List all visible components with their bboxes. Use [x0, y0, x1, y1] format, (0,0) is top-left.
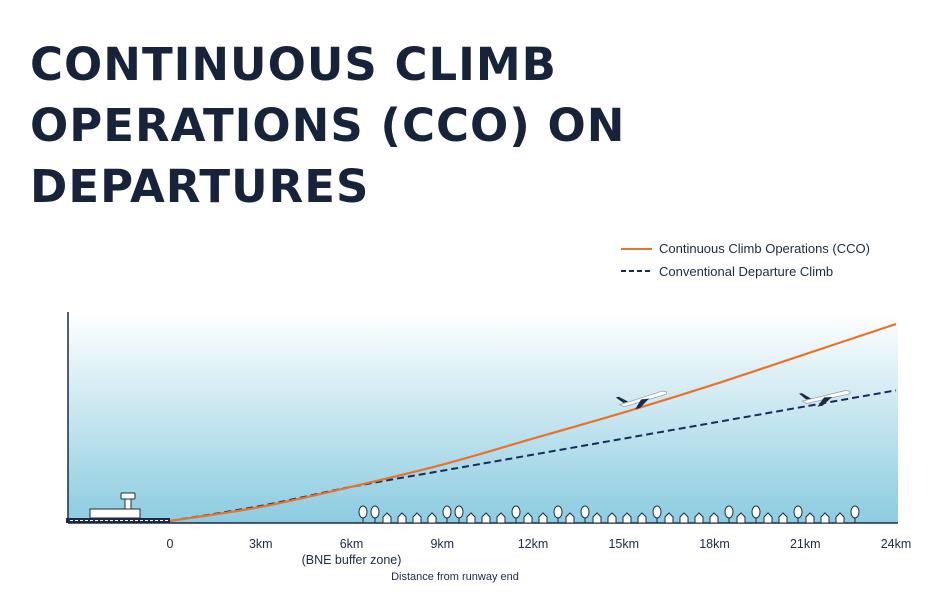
x-tick-label: 6km	[340, 537, 364, 551]
x-tick-label: 3km	[249, 537, 273, 551]
house-icon	[820, 512, 830, 524]
airport-terminal-icon	[89, 492, 141, 519]
house-icon	[622, 512, 632, 524]
house-icon	[736, 512, 746, 524]
x-tick-label: 12km	[518, 537, 549, 551]
tree-icon	[850, 505, 860, 523]
house-icon	[397, 512, 407, 524]
house-icon	[496, 512, 506, 524]
x-axis-label: Distance from runway end	[391, 571, 519, 583]
plot-background	[68, 312, 898, 523]
x-tick-label: 9km	[430, 537, 454, 551]
house-icon	[592, 512, 602, 524]
tree-icon	[652, 505, 662, 523]
tree-icon	[358, 505, 368, 523]
house-icon	[481, 512, 491, 524]
title-line-2: OPERATIONS (CCO) ON	[30, 99, 626, 152]
house-icon	[637, 512, 647, 524]
house-icon	[778, 512, 788, 524]
title-line-3: DEPARTURES	[30, 160, 370, 213]
house-icon	[679, 512, 689, 524]
x-tick-label: 24km	[881, 537, 912, 551]
house-icon	[523, 512, 533, 524]
series-line-cco	[169, 322, 897, 523]
tree-icon	[580, 505, 590, 523]
house-icon	[664, 512, 674, 524]
title-line-1: CONTINUOUS CLIMB	[30, 38, 557, 91]
tree-icon	[793, 505, 803, 523]
legend-label-cco: Continuous Climb Operations (CCO)	[659, 241, 870, 256]
x-tick-label: 18km	[699, 537, 730, 551]
tree-icon	[454, 505, 464, 523]
house-icon	[412, 512, 422, 524]
buffer-zone-annotation: (BNE buffer zone)	[302, 553, 402, 567]
x-tick-label: 0	[167, 537, 174, 551]
tree-icon	[553, 505, 563, 523]
legend: Continuous Climb Operations (CCO) Conven…	[621, 241, 870, 279]
x-tick-labels: 0 3km 6km 9km 12km 15km 18km 21km 24km	[167, 537, 912, 551]
tree-icon	[724, 505, 734, 523]
house-icon	[427, 512, 437, 524]
runway	[66, 518, 170, 523]
page-title: CONTINUOUS CLIMB OPERATIONS (CCO) ON DEP…	[30, 34, 730, 217]
tree-icon	[751, 505, 761, 523]
legend-label-conventional: Conventional Departure Climb	[659, 264, 833, 279]
house-icon	[538, 512, 548, 524]
house-icon	[607, 512, 617, 524]
houses-and-trees	[358, 505, 860, 524]
airplane-icon	[615, 390, 668, 410]
house-icon	[466, 512, 476, 524]
x-tick-label: 15km	[608, 537, 639, 551]
house-icon	[382, 512, 392, 524]
house-icon	[835, 512, 845, 524]
tree-icon	[442, 505, 452, 523]
house-icon	[805, 512, 815, 524]
house-icon	[763, 512, 773, 524]
house-icon	[709, 512, 719, 524]
tree-icon	[370, 505, 380, 523]
tree-icon	[511, 505, 521, 523]
series-line-conventional-departure-climb	[169, 389, 897, 522]
airplane-icon	[799, 390, 851, 407]
house-icon	[565, 512, 575, 524]
x-tick-label: 21km	[790, 537, 821, 551]
house-icon	[694, 512, 704, 524]
